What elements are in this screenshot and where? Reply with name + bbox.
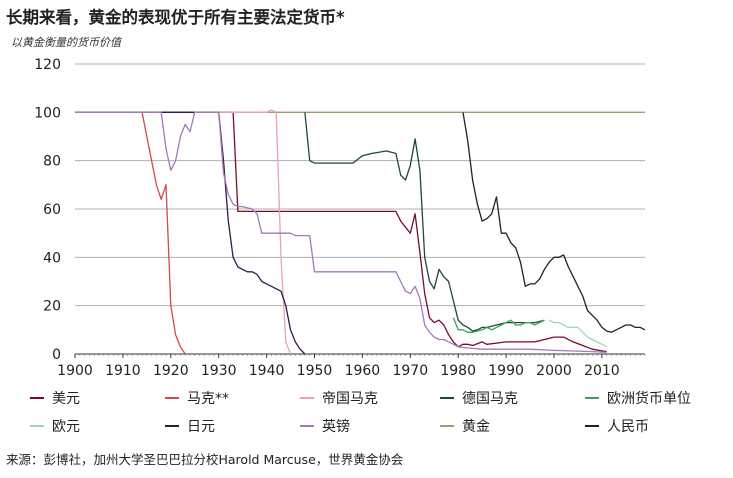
legend-item: 日元	[165, 416, 215, 436]
legend-item: 美元	[30, 388, 80, 408]
series-line	[548, 319, 608, 348]
series-line	[75, 111, 607, 353]
series-line	[452, 317, 545, 333]
x-tick-label: 1970	[392, 363, 428, 379]
x-tick-label: 1920	[153, 363, 189, 379]
legend-item: 黄金	[440, 416, 490, 436]
x-tick-label: 1960	[345, 363, 381, 379]
y-tick-label: 0	[52, 347, 61, 363]
legend-swatch	[585, 397, 599, 399]
x-tick-label: 1910	[105, 363, 141, 379]
legend-item: 马克**	[165, 388, 229, 408]
y-tick-label: 80	[43, 154, 61, 170]
x-tick-label: 1980	[440, 363, 476, 379]
legend-swatch	[300, 425, 314, 427]
y-tick-label: 40	[43, 250, 61, 266]
legend-item: 欧元	[30, 416, 80, 436]
legend-label: 德国马克	[462, 391, 518, 407]
series-line	[190, 109, 292, 355]
y-tick-label: 120	[34, 57, 61, 73]
legend-label: 人民币	[607, 419, 649, 435]
legend-label: 黄金	[462, 419, 490, 435]
legend-item: 英镑	[300, 416, 350, 436]
legend-label: 日元	[187, 419, 215, 435]
legend-item: 欧洲货币单位	[585, 388, 691, 408]
series-line	[75, 111, 607, 353]
legend-swatch	[30, 397, 44, 399]
x-tick-label: 2010	[584, 363, 620, 379]
x-tick-label: 1940	[249, 363, 285, 379]
legend-label: 帝国马克	[322, 391, 378, 407]
series-line	[75, 111, 186, 355]
y-tick-label: 60	[43, 202, 61, 218]
chart-subtitle: 以黄金衡量的货币价值	[11, 36, 121, 49]
legend-swatch	[440, 425, 454, 427]
line-chart: 0 20 40 60 80 100 120 1900 1910 1920 1930 1940 1950 1…	[34, 57, 646, 379]
x-tick-label: 1930	[201, 363, 237, 379]
legend-swatch	[300, 397, 314, 399]
legend-label: 英镑	[322, 419, 350, 435]
legend-item: 人民币	[585, 416, 649, 436]
series-line	[462, 112, 646, 333]
series-line	[304, 112, 545, 332]
legend-swatch	[30, 425, 44, 427]
legend-label: 欧洲货币单位	[607, 391, 691, 407]
chart-title: 长期来看，黄金的表现优于所有主要法定货币*	[6, 8, 345, 27]
x-tick-label: 1950	[297, 363, 333, 379]
x-tick-label: 1990	[488, 363, 524, 379]
legend-item: 德国马克	[440, 388, 518, 408]
x-tick-label: 1900	[57, 363, 93, 379]
y-tick-label: 20	[43, 299, 61, 315]
legend-label: 美元	[52, 391, 80, 407]
source-note: 来源：彭博社，加州大学圣巴巴拉分校Harold Marcuse，世界黄金协会	[6, 452, 404, 467]
y-tick-label: 100	[34, 105, 61, 121]
series-line	[75, 111, 306, 355]
legend-label: 马克**	[187, 391, 229, 407]
legend-swatch	[440, 397, 454, 399]
legend-label: 欧元	[52, 419, 80, 435]
legend-swatch	[585, 425, 599, 427]
legend-item: 帝国马克	[300, 388, 378, 408]
legend-swatch	[165, 425, 179, 427]
legend-swatch	[165, 397, 179, 399]
x-tick-label: 2000	[536, 363, 572, 379]
